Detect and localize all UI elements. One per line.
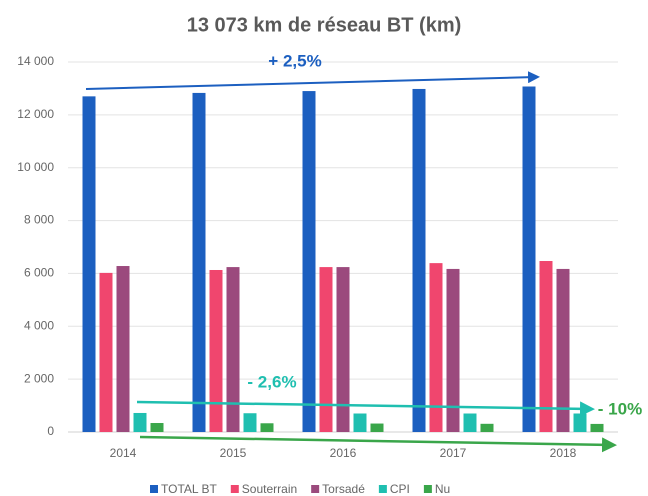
legend-swatch — [311, 485, 320, 493]
bar — [590, 423, 604, 432]
x-tick-label: 2017 — [440, 446, 467, 460]
legend-label: Nu — [435, 482, 450, 496]
bar — [522, 86, 536, 433]
annotation: + 2,5% — [268, 51, 321, 70]
annotation: - 2,6% — [247, 372, 296, 391]
bar — [480, 423, 494, 432]
bar — [429, 263, 443, 432]
bar — [302, 91, 316, 433]
bar — [82, 96, 96, 432]
bar — [150, 423, 164, 432]
bar — [133, 412, 147, 432]
bar — [260, 423, 274, 432]
legend-swatch — [230, 485, 239, 493]
legend-swatch — [150, 485, 158, 493]
x-tick-label: 2014 — [110, 446, 137, 460]
bar — [192, 92, 206, 433]
legend-label: CPI — [390, 482, 410, 496]
bar — [556, 268, 570, 432]
y-tick-label: 6 000 — [24, 266, 54, 280]
legend-swatch — [423, 485, 432, 493]
bar — [539, 261, 553, 432]
bar — [370, 423, 384, 432]
y-tick-label: 12 000 — [17, 107, 54, 121]
annotation-arrow — [136, 400, 595, 417]
legend-label: TOTAL BT — [161, 482, 217, 496]
bar — [243, 413, 257, 432]
annotation: - 10% — [598, 399, 642, 418]
annotation-arrow — [139, 435, 617, 453]
bar — [446, 268, 460, 432]
bar — [353, 413, 367, 432]
chart-title: 13 073 km de réseau BT (km) — [187, 14, 462, 36]
bar — [226, 267, 240, 432]
y-tick-label: 0 — [47, 424, 54, 438]
annotation-arrow — [85, 71, 540, 90]
bar — [463, 413, 477, 432]
y-tick-label: 2 000 — [24, 371, 54, 385]
x-tick-label: 2016 — [330, 446, 357, 460]
legend-label: Torsadé — [322, 482, 365, 496]
bar — [209, 269, 223, 432]
legend-label: Souterrain — [242, 482, 297, 496]
x-tick-label: 2015 — [220, 446, 247, 460]
bar — [99, 272, 113, 432]
bar — [412, 88, 426, 432]
y-tick-label: 8 000 — [24, 213, 54, 227]
y-tick-label: 14 000 — [17, 54, 54, 68]
y-tick-label: 10 000 — [17, 160, 54, 174]
legend-swatch — [378, 485, 387, 493]
y-tick-label: 4 000 — [24, 318, 54, 332]
bar — [573, 413, 587, 432]
bar — [336, 267, 350, 432]
bar — [116, 266, 130, 432]
x-tick-label: 2018 — [550, 446, 577, 460]
bar — [319, 267, 333, 432]
